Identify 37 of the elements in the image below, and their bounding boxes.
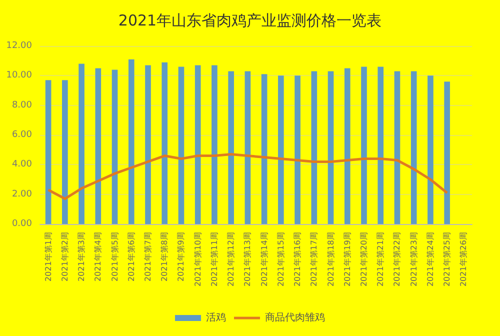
x-tick-label: 2021年第7周 xyxy=(144,232,152,282)
x-tick-label: 2021年第14周 xyxy=(260,232,269,287)
x-tick-label: 2021年第18周 xyxy=(326,232,336,287)
legend-label: 商品代肉雏鸡 xyxy=(265,312,325,324)
x-tick-label: 2021年第8周 xyxy=(160,232,170,282)
x-tick-label: 2021年第3周 xyxy=(77,232,86,282)
legend-label: 活鸡 xyxy=(206,312,226,324)
x-tick-label: 2021年第12周 xyxy=(226,232,236,287)
x-tick-label: 2021年第26周 xyxy=(459,232,468,287)
x-tick-label: 2021年第9周 xyxy=(176,232,186,282)
x-tick-label: 2021年第25周 xyxy=(442,232,452,287)
x-tick-label: 2021年第6周 xyxy=(126,232,136,282)
y-tick-label: 8.00 xyxy=(12,100,32,110)
y-tick-label: 6.00 xyxy=(12,130,32,140)
y-tick-label: 0.00 xyxy=(12,219,32,229)
x-tick-label: 2021年第5周 xyxy=(110,232,120,282)
x-tick-label: 2021年第10周 xyxy=(193,232,202,287)
x-tick-label: 2021年第13周 xyxy=(243,232,252,287)
y-tick-label: 10.00 xyxy=(6,70,32,81)
x-tick-label: 2021年第19周 xyxy=(342,232,352,287)
x-tick-label: 2021年第20周 xyxy=(360,232,368,287)
x-tick-label: 2021年第1周 xyxy=(44,232,53,282)
y-tick-label: 2.00 xyxy=(12,189,32,200)
x-tick-label: 2021年第21周 xyxy=(376,232,386,287)
x-tick-label: 2021年第17周 xyxy=(310,232,319,287)
x-tick-label: 2021年第24周 xyxy=(426,232,435,287)
x-tick-label: 2021年第16周 xyxy=(293,232,302,287)
x-tick-label: 2021年第2周 xyxy=(60,232,70,282)
y-tick-label: 12.00 xyxy=(6,41,32,51)
chart-title: 2021年山东省肉鸡产业监测价格一览表 xyxy=(118,12,382,30)
line-series xyxy=(47,153,448,200)
x-tick-label: 2021年第11周 xyxy=(210,232,219,287)
x-tick-label: 2021年第22周 xyxy=(392,232,402,287)
x-tick-label: 2021年第15周 xyxy=(276,232,286,287)
x-tick-label: 2021年第23周 xyxy=(409,232,418,287)
y-tick-label: 4.00 xyxy=(12,160,32,170)
x-tick-label: 2021年第4周 xyxy=(94,232,103,282)
